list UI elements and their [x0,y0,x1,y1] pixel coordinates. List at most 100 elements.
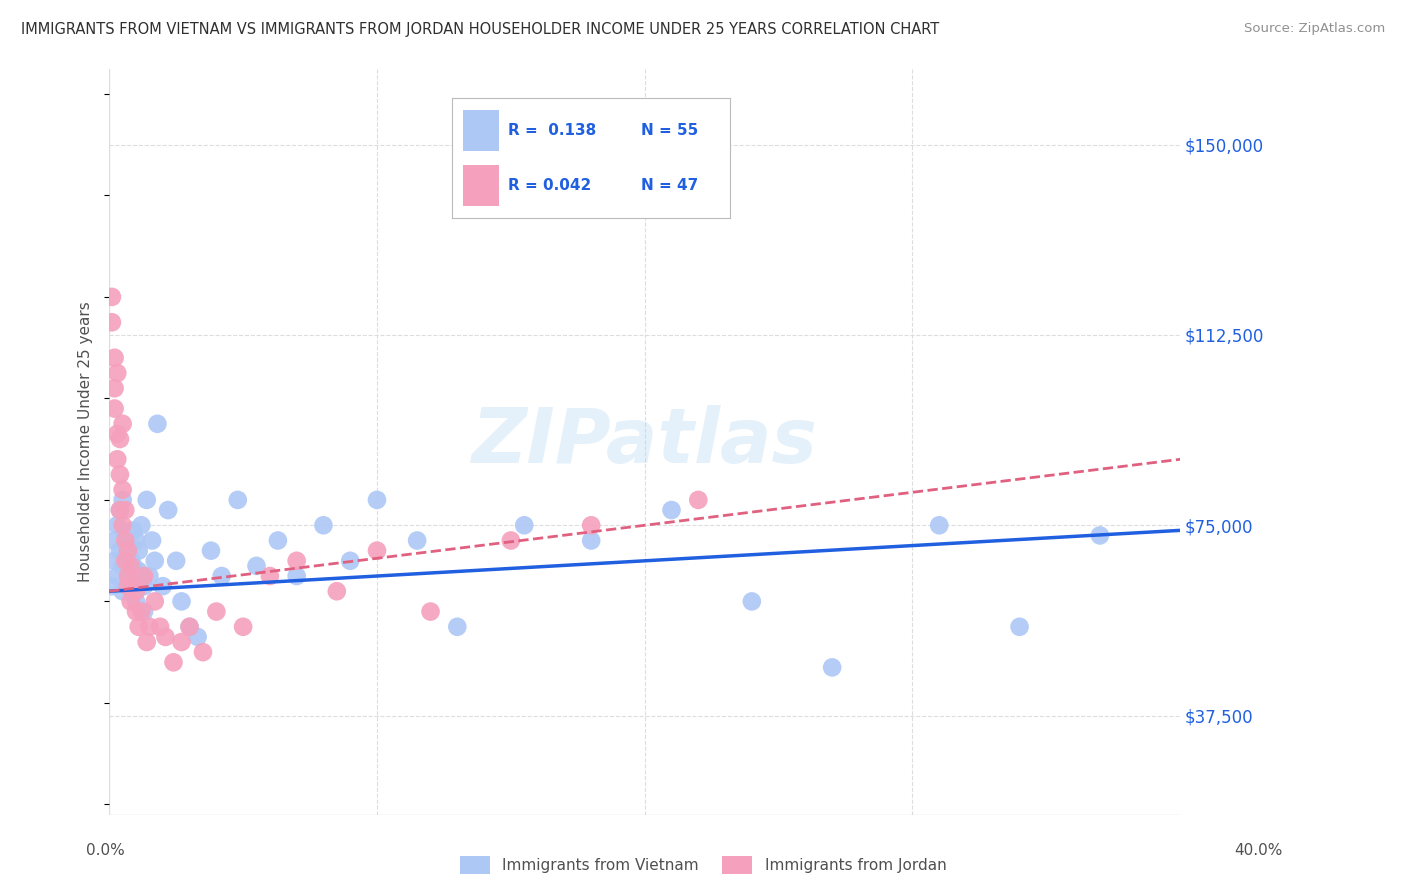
Point [267,533,290,548]
Point [259,569,281,583]
Y-axis label: Householder Income Under 25 years: Householder Income Under 25 years [79,301,93,582]
Point [741,594,763,608]
Point [170,635,193,649]
Point [101,290,124,304]
Point [155,630,177,644]
Point [661,503,683,517]
Point [131,605,153,619]
Point [105,452,128,467]
Point [1088,528,1111,542]
Point [406,533,429,548]
Point [446,620,468,634]
Point [105,366,128,380]
Point [108,432,131,446]
Point [117,579,139,593]
Point [114,503,136,517]
Point [366,492,388,507]
Point [928,518,950,533]
Point [131,518,153,533]
Point [165,554,187,568]
Point [135,492,157,507]
Text: 40.0%: 40.0% [1234,843,1282,858]
Point [187,630,209,644]
Point [125,594,148,608]
Point [138,620,160,634]
Point [132,579,155,593]
Point [125,584,148,599]
Text: 0.0%: 0.0% [86,843,125,858]
Point [339,554,361,568]
Point [108,503,131,517]
Point [111,558,134,573]
Point [122,558,145,573]
Point [128,620,150,634]
Point [149,620,172,634]
Point [111,483,134,497]
Point [141,533,163,548]
Point [312,518,335,533]
Point [105,569,128,583]
Point [688,492,710,507]
Point [191,645,214,659]
Point [579,533,602,548]
Point [579,518,602,533]
Point [108,503,131,517]
Point [122,524,145,538]
Point [128,564,150,578]
Point [135,635,157,649]
Point [513,518,536,533]
Point [157,503,180,517]
Point [111,492,134,507]
Point [114,528,136,542]
Point [117,543,139,558]
Point [117,569,139,583]
Point [200,543,222,558]
Point [211,569,233,583]
Point [138,569,160,583]
Point [205,605,228,619]
Text: IMMIGRANTS FROM VIETNAM VS IMMIGRANTS FROM JORDAN HOUSEHOLDER INCOME UNDER 25 YE: IMMIGRANTS FROM VIETNAM VS IMMIGRANTS FR… [21,22,939,37]
Point [152,579,174,593]
Point [111,518,134,533]
Point [162,655,184,669]
Point [499,533,522,548]
Point [120,554,142,568]
Point [104,554,127,568]
Point [125,605,148,619]
Point [117,569,139,583]
Point [104,401,127,416]
Point [120,594,142,608]
Point [132,605,155,619]
Point [179,620,201,634]
Point [122,579,145,593]
Point [104,533,127,548]
Point [114,554,136,568]
Legend: Immigrants from Vietnam, Immigrants from Jordan: Immigrants from Vietnam, Immigrants from… [454,850,952,880]
Point [179,620,201,634]
Point [1008,620,1031,634]
Point [105,518,128,533]
Point [120,558,142,573]
Text: ZIPatlas: ZIPatlas [472,405,818,478]
Text: Source: ZipAtlas.com: Source: ZipAtlas.com [1244,22,1385,36]
Point [108,543,131,558]
Point [170,594,193,608]
Point [101,579,124,593]
Point [143,554,166,568]
Point [101,315,124,329]
Point [326,584,349,599]
Point [105,426,128,441]
Point [285,554,308,568]
Point [226,492,249,507]
Point [146,417,169,431]
Point [143,594,166,608]
Point [114,549,136,563]
Point [366,543,388,558]
Point [128,543,150,558]
Point [111,584,134,599]
Point [132,569,155,583]
Point [285,569,308,583]
Point [117,539,139,553]
Point [232,620,254,634]
Point [108,467,131,482]
